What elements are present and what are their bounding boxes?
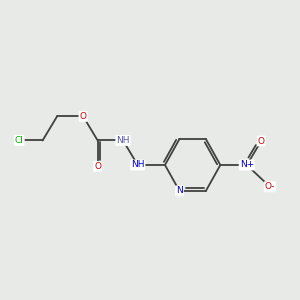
- Text: NH: NH: [116, 136, 130, 145]
- Text: NH: NH: [131, 160, 145, 169]
- Text: N: N: [176, 186, 183, 195]
- Text: O: O: [258, 136, 265, 146]
- Text: O: O: [94, 162, 101, 171]
- Text: O: O: [80, 112, 87, 121]
- Text: Cl: Cl: [15, 136, 24, 145]
- Text: O-: O-: [265, 182, 275, 191]
- Text: N+: N+: [240, 160, 254, 169]
